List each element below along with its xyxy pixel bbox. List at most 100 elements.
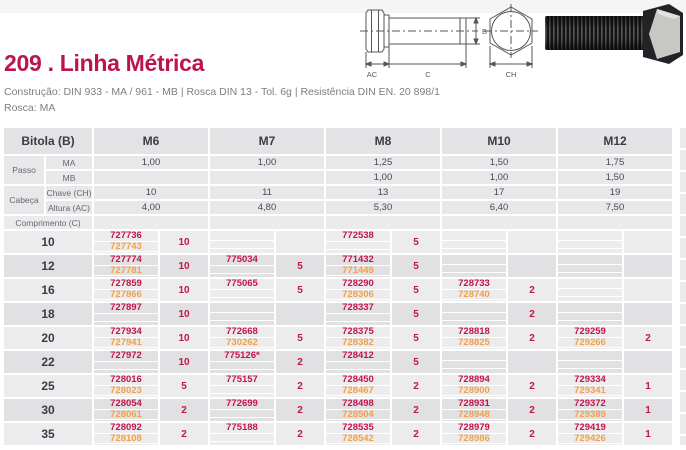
stripe-blank <box>558 348 622 349</box>
code-ma: 728535 <box>326 423 390 433</box>
code-cell-m6: 727859 727866 <box>94 279 158 301</box>
qty-cell-m7: 2 <box>276 399 324 421</box>
stripe-blank <box>210 321 274 326</box>
comprimento-empty <box>94 216 208 229</box>
code-ma: 728375 <box>326 327 390 337</box>
code-mb <box>210 312 274 321</box>
spec-value: 11 <box>210 186 324 199</box>
stripe-blank <box>326 444 390 445</box>
spec-value: 5,30 <box>326 201 440 214</box>
code-cell-m8: 772538 <box>326 231 390 253</box>
code-cell-m12: 729372 729389 <box>558 399 622 421</box>
qty-cell-m8: 2 <box>392 375 440 397</box>
qty-cell-m7 <box>276 303 324 325</box>
code-ma: 728450 <box>326 375 390 385</box>
qty-cell-m12 <box>624 255 672 277</box>
spec-value <box>210 171 324 184</box>
qty-cell-m8: 5 <box>392 303 440 325</box>
code-ma <box>210 303 274 312</box>
qty-cell-m10: 2 <box>508 279 556 301</box>
dim-label-c: C <box>425 70 431 79</box>
code-mb <box>210 409 274 417</box>
spec-value: 19 <box>558 186 672 199</box>
stripe-blank <box>94 420 158 421</box>
stripe-blank <box>442 369 506 374</box>
code-ma: 729334 <box>558 375 622 385</box>
code-cell-m7 <box>210 303 274 326</box>
spec-value: 1,00 <box>210 156 324 169</box>
code-cell-m6: 727774 727781 <box>94 255 158 277</box>
stripe-blank <box>94 348 158 349</box>
code-ma: 728412 <box>326 351 390 361</box>
stripe-blank <box>326 420 390 421</box>
code-mb <box>326 313 390 321</box>
code-mb: 727781 <box>94 265 158 275</box>
code-cell-m7: 772668 730262 <box>210 327 274 349</box>
stripe-blank <box>326 348 390 349</box>
qty-cell-m12: 1 <box>624 423 672 445</box>
code-mb: 728382 <box>326 337 390 347</box>
top-band <box>0 0 686 13</box>
code-mb: 728467 <box>326 385 390 395</box>
cabeca-label: Cabeça <box>4 186 44 214</box>
code-cell-m8: 728450 728467 <box>326 375 390 397</box>
code-mb: 729389 <box>558 409 622 419</box>
qty-cell-m10: 2 <box>508 375 556 397</box>
code-cell-m12 <box>558 231 622 254</box>
spec-value: 4,80 <box>210 201 324 214</box>
code-mb: 728023 <box>94 385 158 395</box>
length-cell: 10 <box>4 231 92 253</box>
code-cell-m7: 775188 <box>210 423 274 445</box>
qty-cell-m7: 5 <box>276 327 324 349</box>
stripe-blank <box>94 321 158 325</box>
qty-cell-m6: 10 <box>160 231 208 253</box>
bolt-photo <box>545 4 683 64</box>
code-ma: 775188 <box>210 423 274 433</box>
size-header-m10: M10 <box>442 128 556 154</box>
code-mb: 728504 <box>326 409 390 419</box>
spec-value: 1,25 <box>326 156 440 169</box>
stripe-blank <box>442 420 506 421</box>
code-ma: 775034 <box>210 255 274 265</box>
code-ma: 727859 <box>94 279 158 289</box>
code-cell-m12: 729419 729426 <box>558 423 622 445</box>
code-ma: 728337 <box>326 303 390 313</box>
spec-value <box>94 171 208 184</box>
code-ma <box>442 231 506 240</box>
code-ma: 771432 <box>326 255 390 265</box>
size-header-m12: M12 <box>558 128 672 154</box>
qty-cell-m12 <box>624 351 672 373</box>
qty-cell-m6: 2 <box>160 423 208 445</box>
stripe-blank <box>210 348 274 349</box>
stripe-blank <box>326 396 390 397</box>
qty-cell-m10: 2 <box>508 399 556 421</box>
code-ma: 728016 <box>94 375 158 385</box>
bitola-header: Bitola (B) <box>4 128 92 154</box>
spec-value: 7,50 <box>558 201 672 214</box>
qty-cell-m10 <box>508 231 556 253</box>
code-ma: 775065 <box>210 279 274 289</box>
qty-cell-m10 <box>508 351 556 373</box>
code-cell-m10 <box>442 351 506 374</box>
code-cell-m10: 728931 728948 <box>442 399 506 421</box>
stripe-blank <box>210 369 274 373</box>
code-mb <box>558 240 622 249</box>
code-cell-m12 <box>558 255 622 278</box>
stripe-blank <box>326 369 390 373</box>
stripe-blank <box>94 444 158 445</box>
qty-cell-m8: 2 <box>392 423 440 445</box>
bolt-technical-drawing: AC C B CH <box>360 4 538 79</box>
code-mb <box>210 240 274 249</box>
code-ma <box>442 351 506 360</box>
code-mb <box>558 360 622 369</box>
qty-cell-m7: 2 <box>276 423 324 445</box>
next-column-sliver <box>680 128 686 445</box>
stripe-blank <box>94 252 158 253</box>
qty-cell-m10: 2 <box>508 327 556 349</box>
code-mb: 730262 <box>210 337 274 347</box>
stripe-blank <box>442 249 506 254</box>
stripe-blank <box>558 321 622 326</box>
stripe-blank <box>210 297 274 301</box>
code-cell-m8: 728498 728504 <box>326 399 390 421</box>
qty-cell-m12 <box>624 231 672 253</box>
